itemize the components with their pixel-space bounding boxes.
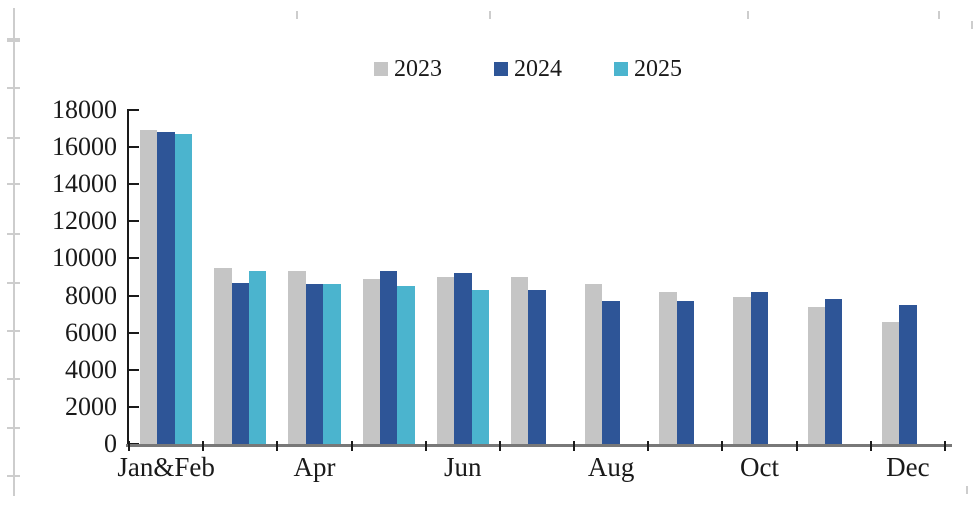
legend-item-2025: 2025 [614, 57, 682, 81]
y-axis-tick [127, 331, 139, 334]
bar-2023-Mar [214, 267, 232, 444]
x-axis-tick [869, 441, 872, 451]
bar-2023-Jul [510, 277, 529, 444]
x-axis-label: Dec [886, 452, 930, 482]
background-ruler-tick [7, 282, 20, 284]
bar-2025-Mar [248, 271, 267, 444]
bar-2024-Sep [676, 301, 695, 444]
bar-2025-Jan&Feb [174, 134, 193, 444]
background-ruler-tick [7, 183, 20, 185]
background-ruler-tick [7, 137, 20, 139]
background-ruler-tick [7, 38, 20, 42]
y-axis-tick [127, 220, 139, 223]
x-axis-line [126, 444, 952, 447]
y-axis-line [127, 110, 129, 447]
y-axis-label: 10000 [52, 243, 117, 273]
bar-2024-Jun [454, 273, 472, 444]
background-ruler-tick [7, 427, 20, 429]
x-axis-label: Oct [740, 452, 780, 482]
x-axis-tick [202, 441, 205, 451]
y-axis-tick [127, 368, 139, 371]
bar-2023-Sep [659, 291, 677, 444]
bar-2024-Jul [528, 289, 546, 444]
background-ruler-tick [7, 233, 20, 235]
bar-2023-Jan&Feb [139, 130, 158, 444]
bar-2024-Nov [825, 299, 843, 444]
y-axis-tick [127, 183, 139, 186]
y-axis-label: 8000 [65, 280, 117, 310]
legend-swatch-2024 [494, 62, 508, 76]
background-ruler-tick [7, 475, 20, 477]
background-edge-tick [966, 486, 968, 494]
x-axis-tick [573, 441, 576, 451]
legend-label: 2024 [514, 56, 562, 82]
x-axis-tick [128, 441, 130, 451]
background-edge-tick [747, 11, 749, 19]
background-edge-tick [938, 11, 940, 19]
y-axis-label: 2000 [65, 391, 117, 421]
x-axis-tick [647, 441, 650, 451]
bar-2024-Jan&Feb [157, 132, 175, 444]
x-axis-label: Jun [444, 452, 482, 482]
legend-swatch-2025 [614, 62, 628, 76]
y-axis-tick [127, 294, 139, 297]
bar-2024-May [379, 271, 398, 444]
y-axis-label: 0 [104, 429, 117, 458]
legend-item-2024: 2024 [494, 57, 562, 81]
legend-label: 2023 [394, 56, 442, 82]
bar-2025-Jun [471, 289, 489, 444]
y-axis-tick [127, 257, 139, 260]
bar-2023-Nov [807, 306, 826, 444]
legend-item-2023: 2023 [374, 57, 442, 81]
y-axis-label: 6000 [65, 317, 117, 347]
background-edge-tick [489, 11, 491, 19]
legend-label: 2025 [634, 56, 682, 82]
y-axis-label: 16000 [52, 132, 117, 162]
x-axis-tick [424, 441, 427, 451]
x-axis-tick [721, 441, 724, 451]
bar-2023-May [362, 278, 380, 444]
bar-2023-Dec [881, 321, 900, 444]
bar-2023-Apr [288, 271, 306, 444]
bar-2023-Aug [585, 284, 603, 444]
x-axis-label: Apr [293, 452, 336, 482]
bar-2024-Apr [305, 284, 324, 444]
bar-2024-Dec [899, 304, 917, 444]
y-axis-tick [127, 109, 139, 111]
background-ruler-tick [7, 87, 20, 89]
bar-2024-Oct [750, 291, 769, 444]
background-ruler-tick [7, 378, 20, 380]
background-edge-tick [296, 11, 298, 19]
background-ruler-left [13, 8, 15, 496]
background-edge-tick [971, 21, 973, 29]
x-axis-tick [944, 441, 946, 451]
x-axis-label: Jan&Feb [117, 452, 215, 482]
y-axis-label: 18000 [52, 95, 117, 124]
bar-2024-Aug [602, 301, 620, 444]
x-axis-tick [350, 441, 353, 451]
y-axis-label: 12000 [52, 206, 117, 236]
chart-legend: 2023 2024 2025 [374, 57, 682, 81]
x-axis-label: Aug [587, 452, 635, 482]
bar-2025-May [397, 286, 415, 444]
bar-2024-Mar [231, 282, 249, 444]
bar-2023-Oct [733, 297, 751, 444]
bar-2023-Jun [436, 277, 455, 444]
bar-2025-Apr [323, 284, 341, 444]
y-axis-tick [127, 405, 139, 408]
y-axis-label: 14000 [52, 169, 117, 199]
x-axis-tick [276, 441, 279, 451]
y-axis-label: 4000 [65, 354, 117, 384]
y-axis-tick [127, 146, 139, 149]
x-axis-tick [498, 441, 501, 451]
x-axis-tick [795, 441, 798, 451]
background-ruler-tick [7, 330, 20, 332]
legend-swatch-2023 [374, 62, 388, 76]
